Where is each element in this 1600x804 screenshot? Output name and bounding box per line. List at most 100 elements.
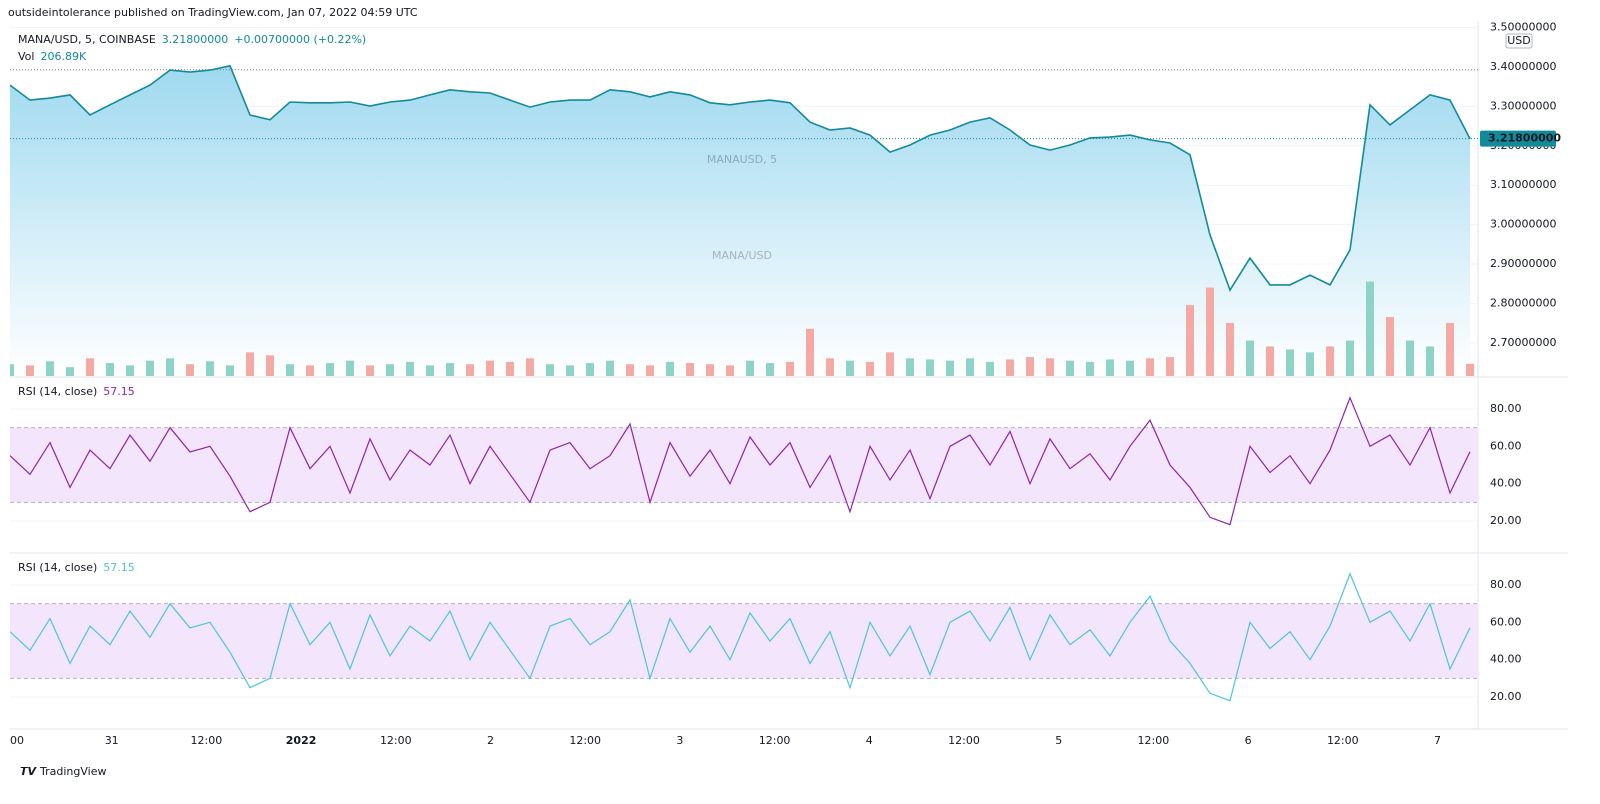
volume-bar (306, 365, 314, 376)
volume-bar (466, 364, 474, 376)
x-tick-label: 2 (487, 734, 494, 747)
volume-bar (426, 365, 434, 376)
volume-bar (1226, 322, 1234, 376)
volume-bar (1186, 305, 1194, 376)
volume-bar (1466, 363, 1474, 376)
vol-value: 206.89K (40, 50, 86, 63)
y-tick-label: 80.00 (1490, 402, 1522, 415)
watermark-sub: MANA/USD (712, 249, 772, 262)
volume-bar (526, 358, 534, 376)
volume-bar (26, 365, 34, 376)
volume-bar (786, 361, 794, 376)
volume-bar (326, 363, 334, 376)
rsi-value: 57.15 (103, 385, 135, 398)
volume-bar (666, 361, 674, 376)
volume-bar (1106, 359, 1114, 376)
volume-bar (1426, 346, 1434, 376)
volume-bar (726, 365, 734, 376)
rsi-band (10, 603, 1478, 679)
volume-bar (246, 352, 254, 376)
volume-bar (1166, 357, 1174, 376)
volume-bar (766, 363, 774, 376)
x-tick-label: 00 (10, 734, 24, 747)
volume-bar (1206, 287, 1214, 376)
y-tick-label: 60.00 (1490, 439, 1522, 452)
y-tick-label: 3.10000000 (1490, 178, 1556, 191)
price-line (10, 64, 1471, 292)
pane (10, 396, 1478, 526)
rsi-band (10, 427, 1478, 503)
pane: MANAUSD, 5 MANA/USD (10, 27, 1478, 376)
volume-bar (1326, 346, 1334, 376)
last-price-tag (1480, 130, 1556, 147)
volume-bar (1406, 340, 1414, 376)
volume-bar (1266, 346, 1274, 376)
rsi-value: 57.15 (103, 561, 135, 574)
currency-box (1505, 33, 1533, 49)
rsi-line (10, 396, 1471, 526)
y-tick-label: 40.00 (1490, 653, 1522, 666)
volume-bar (226, 365, 234, 376)
volume-bar (486, 360, 494, 376)
volume-bar (166, 358, 174, 376)
y-tick-label: 3.40000000 (1490, 60, 1556, 73)
volume-bar (10, 364, 14, 376)
volume-bar (846, 360, 854, 376)
volume-bar (66, 367, 74, 376)
y-tick-label: 20.00 (1490, 690, 1522, 703)
y-tick-label: 40.00 (1490, 477, 1522, 490)
volume-bar (606, 360, 614, 376)
volume-bar (746, 360, 754, 376)
logo-mark: 𝙏𝙑 (20, 765, 38, 778)
volume-bar (286, 364, 294, 376)
y-tick-label: 80.00 (1490, 578, 1522, 591)
volume-bar (586, 363, 594, 376)
x-tick-label: 12:00 (1138, 734, 1170, 747)
symbol: MANA/USD, 5, COINBASE (18, 33, 156, 46)
volume-bar (1366, 281, 1374, 376)
volume-bar (986, 361, 994, 376)
volume-bar (506, 361, 514, 376)
volume-bar (1146, 358, 1154, 376)
rsi-legend: RSI (14, close) 57.15 (18, 385, 135, 398)
volume-bar (46, 361, 54, 376)
volume-bar (566, 365, 574, 376)
volume-bar (146, 360, 154, 376)
last-price: 3.21800000 (162, 33, 228, 46)
y-tick-label: 2.70000000 (1490, 336, 1556, 349)
brand: TradingView (39, 765, 106, 778)
rsi-legend: RSI (14, close) 57.15 (18, 561, 135, 574)
volume-bar (406, 361, 414, 376)
area-fill (10, 65, 1470, 376)
volume-bar (1386, 317, 1394, 376)
y-tick-label: 2.90000000 (1490, 257, 1556, 270)
volume-bar (1026, 357, 1034, 376)
x-tick-label: 12:00 (569, 734, 601, 747)
volume-bar (106, 363, 114, 376)
volume-bar (1346, 340, 1354, 376)
volume-bar (966, 358, 974, 376)
volume-bar (946, 360, 954, 376)
volume-bar (1306, 352, 1314, 376)
volume-bar (1286, 349, 1294, 376)
volume-bar (1446, 322, 1454, 376)
volume-bar (1006, 359, 1014, 376)
volume-bar (1046, 358, 1054, 376)
x-tick-label: 4 (866, 734, 873, 747)
watermark: MANAUSD, 5 (707, 153, 777, 166)
volume-bar (1126, 360, 1134, 376)
rsi-title: RSI (14, close) (18, 561, 97, 574)
volume-bar (1086, 361, 1094, 376)
x-tick-label: 31 (105, 734, 119, 747)
change: +0.00700000 (+0.22%) (234, 33, 366, 46)
volume-bar (446, 363, 454, 376)
volume-bar (126, 365, 134, 376)
x-tick-label: 12:00 (948, 734, 980, 747)
volume-bar (926, 359, 934, 376)
volume-bar (546, 364, 554, 376)
volume-bar (386, 364, 394, 376)
x-tick-label: 12:00 (759, 734, 791, 747)
volume-bar (86, 358, 94, 376)
volume-bar (206, 361, 214, 376)
